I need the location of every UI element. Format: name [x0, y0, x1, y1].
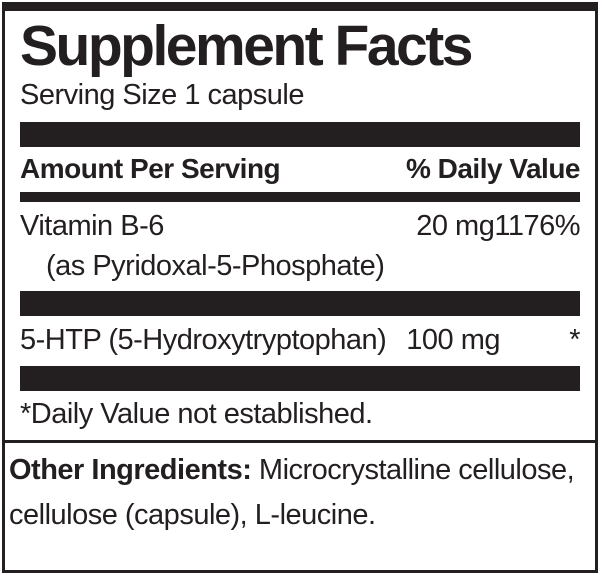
serving-size-text: Serving Size 1 capsule [20, 78, 305, 111]
nutrient-form-detail: (as Pyridoxal-5-Phosphate) [46, 249, 385, 282]
nutrient-name: 5-HTP (5-Hydroxytryptophan) [20, 324, 387, 357]
nutrient-row-line: Vitamin B-6 20 mg 1176% [20, 209, 580, 244]
nutrient-daily-value-asterisk: * [569, 324, 580, 357]
supplement-facts-box: Supplement Facts Serving Size 1 capsule … [5, 11, 595, 444]
nutrient-amount: 20 mg [416, 209, 495, 242]
header-divider-bar [20, 191, 580, 202]
nutrient-row-5htp: 5-HTP (5-Hydroxytryptophan) 100 mg * [20, 316, 581, 366]
other-ingredients-text: Microcrystalline cellulose, cellulose (c… [9, 454, 575, 532]
nutrient-name: Vitamin B-6 [20, 209, 164, 242]
column-header-row: Amount Per Serving % Daily Value [20, 147, 581, 192]
nutrient-amount: 100 mg [406, 324, 500, 357]
nutrient-daily-value: 1176% [494, 209, 580, 242]
other-ingredients-label: Other Ingredients: [9, 454, 252, 487]
daily-value-footnote: *Daily Value not established. [20, 398, 373, 431]
daily-value-header: % Daily Value [405, 152, 581, 184]
amount-per-serving-header: Amount Per Serving [20, 152, 281, 184]
other-ingredients-section: Other Ingredients: Microcrystalline cell… [5, 443, 595, 570]
nutrient-row-vitamin-b6: Vitamin B-6 20 mg 1176% (as Pyridoxal-5-… [20, 202, 580, 292]
section-divider-bar [20, 366, 580, 392]
section-divider-bar [20, 121, 580, 147]
section-divider-bar [20, 291, 580, 317]
nutrient-row-line: 5-HTP (5-Hydroxytryptophan) 100 mg * [20, 323, 581, 358]
supplement-facts-title: Supplement Facts [20, 14, 473, 78]
